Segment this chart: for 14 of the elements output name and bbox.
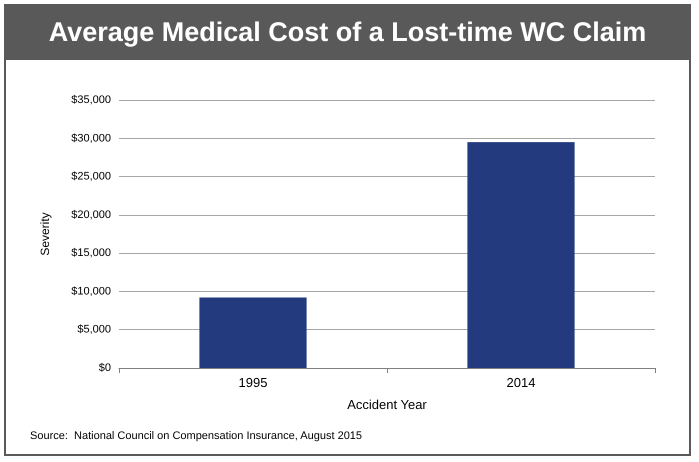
y-tick-label: $5,000 (77, 324, 111, 336)
y-tick-label: $15,000 (71, 247, 111, 260)
y-tick-label: $35,000 (71, 94, 111, 106)
y-tick-label: $0 (98, 362, 111, 374)
y-tick-label: $25,000 (71, 170, 111, 183)
x-axis-title: Accident Year (347, 397, 428, 412)
source-note: Source: National Council on Compensation Insurance, August 2015 (30, 430, 362, 442)
x-tick-label: 1995 (238, 375, 268, 390)
x-tick-label: 2014 (506, 375, 536, 390)
y-tick-label: $30,000 (71, 132, 111, 144)
y-tick-label: $20,000 (71, 208, 111, 221)
y-tick-label: $10,000 (71, 285, 111, 298)
y-axis-title: Severity (38, 212, 52, 256)
chart-title: Average Medical Cost of a Lost-time WC Claim (4, 4, 691, 60)
